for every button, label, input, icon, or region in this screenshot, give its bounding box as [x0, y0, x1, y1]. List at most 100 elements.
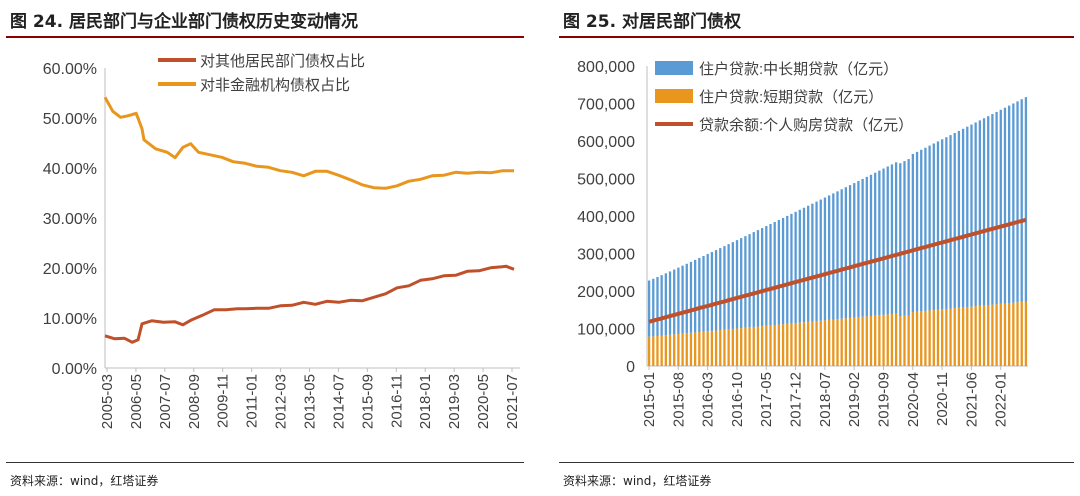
- right-bar-short-term: [790, 323, 793, 366]
- right-bar-short-term: [656, 335, 659, 366]
- left-x-tick-label: 2018-01: [417, 374, 434, 429]
- left-title-bar: 图 24. 居民部门与企业部门债权历史变动情况: [6, 0, 524, 38]
- right-chart-title: 图 25. 对居民部门债权: [563, 12, 741, 32]
- right-bar-long-term: [1016, 101, 1019, 303]
- right-bar-long-term: [924, 147, 927, 311]
- right-bar-short-term: [840, 318, 843, 366]
- right-bar-short-term: [811, 321, 814, 366]
- right-bar-short-term: [727, 329, 730, 366]
- right-bar-short-term: [928, 310, 931, 366]
- right-bar-long-term: [982, 118, 986, 306]
- right-bar-short-term: [953, 308, 956, 366]
- right-bar-long-term: [840, 189, 843, 319]
- right-y-tick-label: 600,000: [577, 134, 635, 151]
- right-bar-long-term: [727, 244, 730, 330]
- left-source: 资料来源：wind，红塔证券: [10, 474, 159, 488]
- right-bar-short-term: [848, 317, 852, 366]
- right-bar-long-term: [978, 120, 981, 306]
- right-bar-long-term: [769, 224, 772, 326]
- right-chart: 0 100,000 200,000 300,000 400,000 500,000 600,…: [577, 59, 1028, 427]
- right-title-bar: 图 25. 对居民部门债权: [559, 0, 1074, 38]
- left-y-tick-label: 0.00%: [52, 361, 97, 378]
- right-bar-short-term: [903, 315, 906, 366]
- right-bar-short-term: [915, 311, 919, 366]
- left-series-line-2: [103, 96, 515, 190]
- right-bar-short-term: [853, 317, 856, 366]
- right-y-tick-label: 200,000: [577, 284, 635, 301]
- right-bar-short-term: [769, 325, 772, 366]
- right-bar-long-term: [798, 209, 801, 323]
- left-divider: [6, 462, 524, 463]
- right-bar-long-term: [882, 168, 885, 315]
- right-bar-long-term: [886, 166, 889, 315]
- right-bar-short-term: [949, 308, 952, 366]
- right-bar-long-term: [689, 261, 693, 333]
- right-bar-short-term: [882, 314, 885, 366]
- right-x-tick-label: 2017-12: [788, 372, 805, 427]
- right-x-tick-label: 2020-04: [905, 372, 922, 427]
- right-bar-short-term: [740, 328, 743, 366]
- right-bar-short-term: [735, 328, 739, 366]
- right-bar-short-term: [714, 330, 718, 366]
- right-bar-long-term: [970, 124, 973, 307]
- right-bar-short-term: [823, 320, 827, 366]
- right-bar-short-term: [844, 318, 848, 366]
- right-bar-long-term: [961, 128, 965, 308]
- right-bar-short-term: [786, 323, 789, 366]
- right-bar-short-term: [647, 336, 651, 366]
- left-y-tick-label: 20.00%: [43, 261, 97, 278]
- left-x-tick-label: 2014-07: [330, 374, 347, 429]
- right-bar-short-term: [698, 332, 701, 366]
- right-bar-long-term: [999, 109, 1002, 304]
- right-legend-label-2: 住户贷款:短期贷款（亿元）: [699, 89, 883, 106]
- right-y-tick-label: 0: [626, 359, 635, 376]
- right-bar-long-term: [681, 265, 684, 334]
- right-bar-short-term: [957, 307, 961, 366]
- right-legend-label-1: 住户贷款:中长期贷款（亿元）: [699, 61, 898, 78]
- right-bar-short-term: [865, 316, 868, 366]
- right-bar-long-term: [894, 162, 898, 314]
- right-bar-long-term: [1024, 97, 1028, 302]
- left-x-tick-label: 2013-05: [302, 374, 319, 429]
- right-x-tick-label: 2015-01: [641, 372, 658, 427]
- right-bar-short-term: [689, 332, 693, 366]
- right-bar-short-term: [932, 310, 935, 366]
- right-bar-long-term: [664, 273, 667, 336]
- right-bar-short-term: [819, 320, 822, 366]
- right-y-tick-label: 400,000: [577, 209, 635, 226]
- right-bar-long-term: [811, 203, 814, 322]
- right-bar-long-term: [706, 254, 709, 332]
- right-bar-long-term: [941, 139, 944, 310]
- right-bar-long-term: [949, 135, 952, 309]
- right-bar-short-term: [861, 316, 864, 366]
- right-bar-long-term: [865, 176, 868, 317]
- right-bar-short-term: [920, 311, 923, 366]
- right-bar-short-term: [890, 314, 894, 366]
- right-bar-long-term: [652, 278, 655, 337]
- right-bar-long-term: [735, 240, 739, 329]
- right-bar-short-term: [982, 305, 986, 366]
- right-bar-long-term: [991, 114, 994, 305]
- left-panel: 图 24. 居民部门与企业部门债权历史变动情况 0.00% 10.00% 20.00…: [0, 0, 530, 496]
- right-bar-long-term: [874, 172, 877, 316]
- right-x-tick-label: 2020-11: [934, 372, 951, 426]
- right-bar-long-term: [794, 211, 797, 324]
- right-x-tick-label: 2016-10: [729, 372, 746, 427]
- left-x-tick-label: 2016-11: [388, 374, 405, 428]
- left-x-tick-label: 2012-03: [273, 374, 290, 429]
- right-source: 资料来源：wind，红塔证券: [563, 474, 712, 488]
- right-x-tick-label: 2019-02: [846, 372, 863, 427]
- right-bar-long-term: [781, 217, 785, 325]
- right-y-tick-label: 100,000: [577, 322, 635, 339]
- right-bar-long-term: [719, 248, 722, 331]
- right-legend-swatch-1: [655, 61, 693, 75]
- right-bar-short-term: [911, 312, 915, 366]
- right-bar-short-term: [664, 335, 667, 366]
- right-bar-short-term: [945, 308, 948, 366]
- right-bar-short-term: [894, 313, 898, 366]
- right-bar-short-term: [760, 326, 764, 366]
- right-bar-long-term: [773, 222, 776, 325]
- right-bar-short-term: [744, 327, 747, 366]
- right-y-tick-label: 800,000: [577, 59, 635, 76]
- left-x-tick-label: 2021-07: [504, 374, 521, 429]
